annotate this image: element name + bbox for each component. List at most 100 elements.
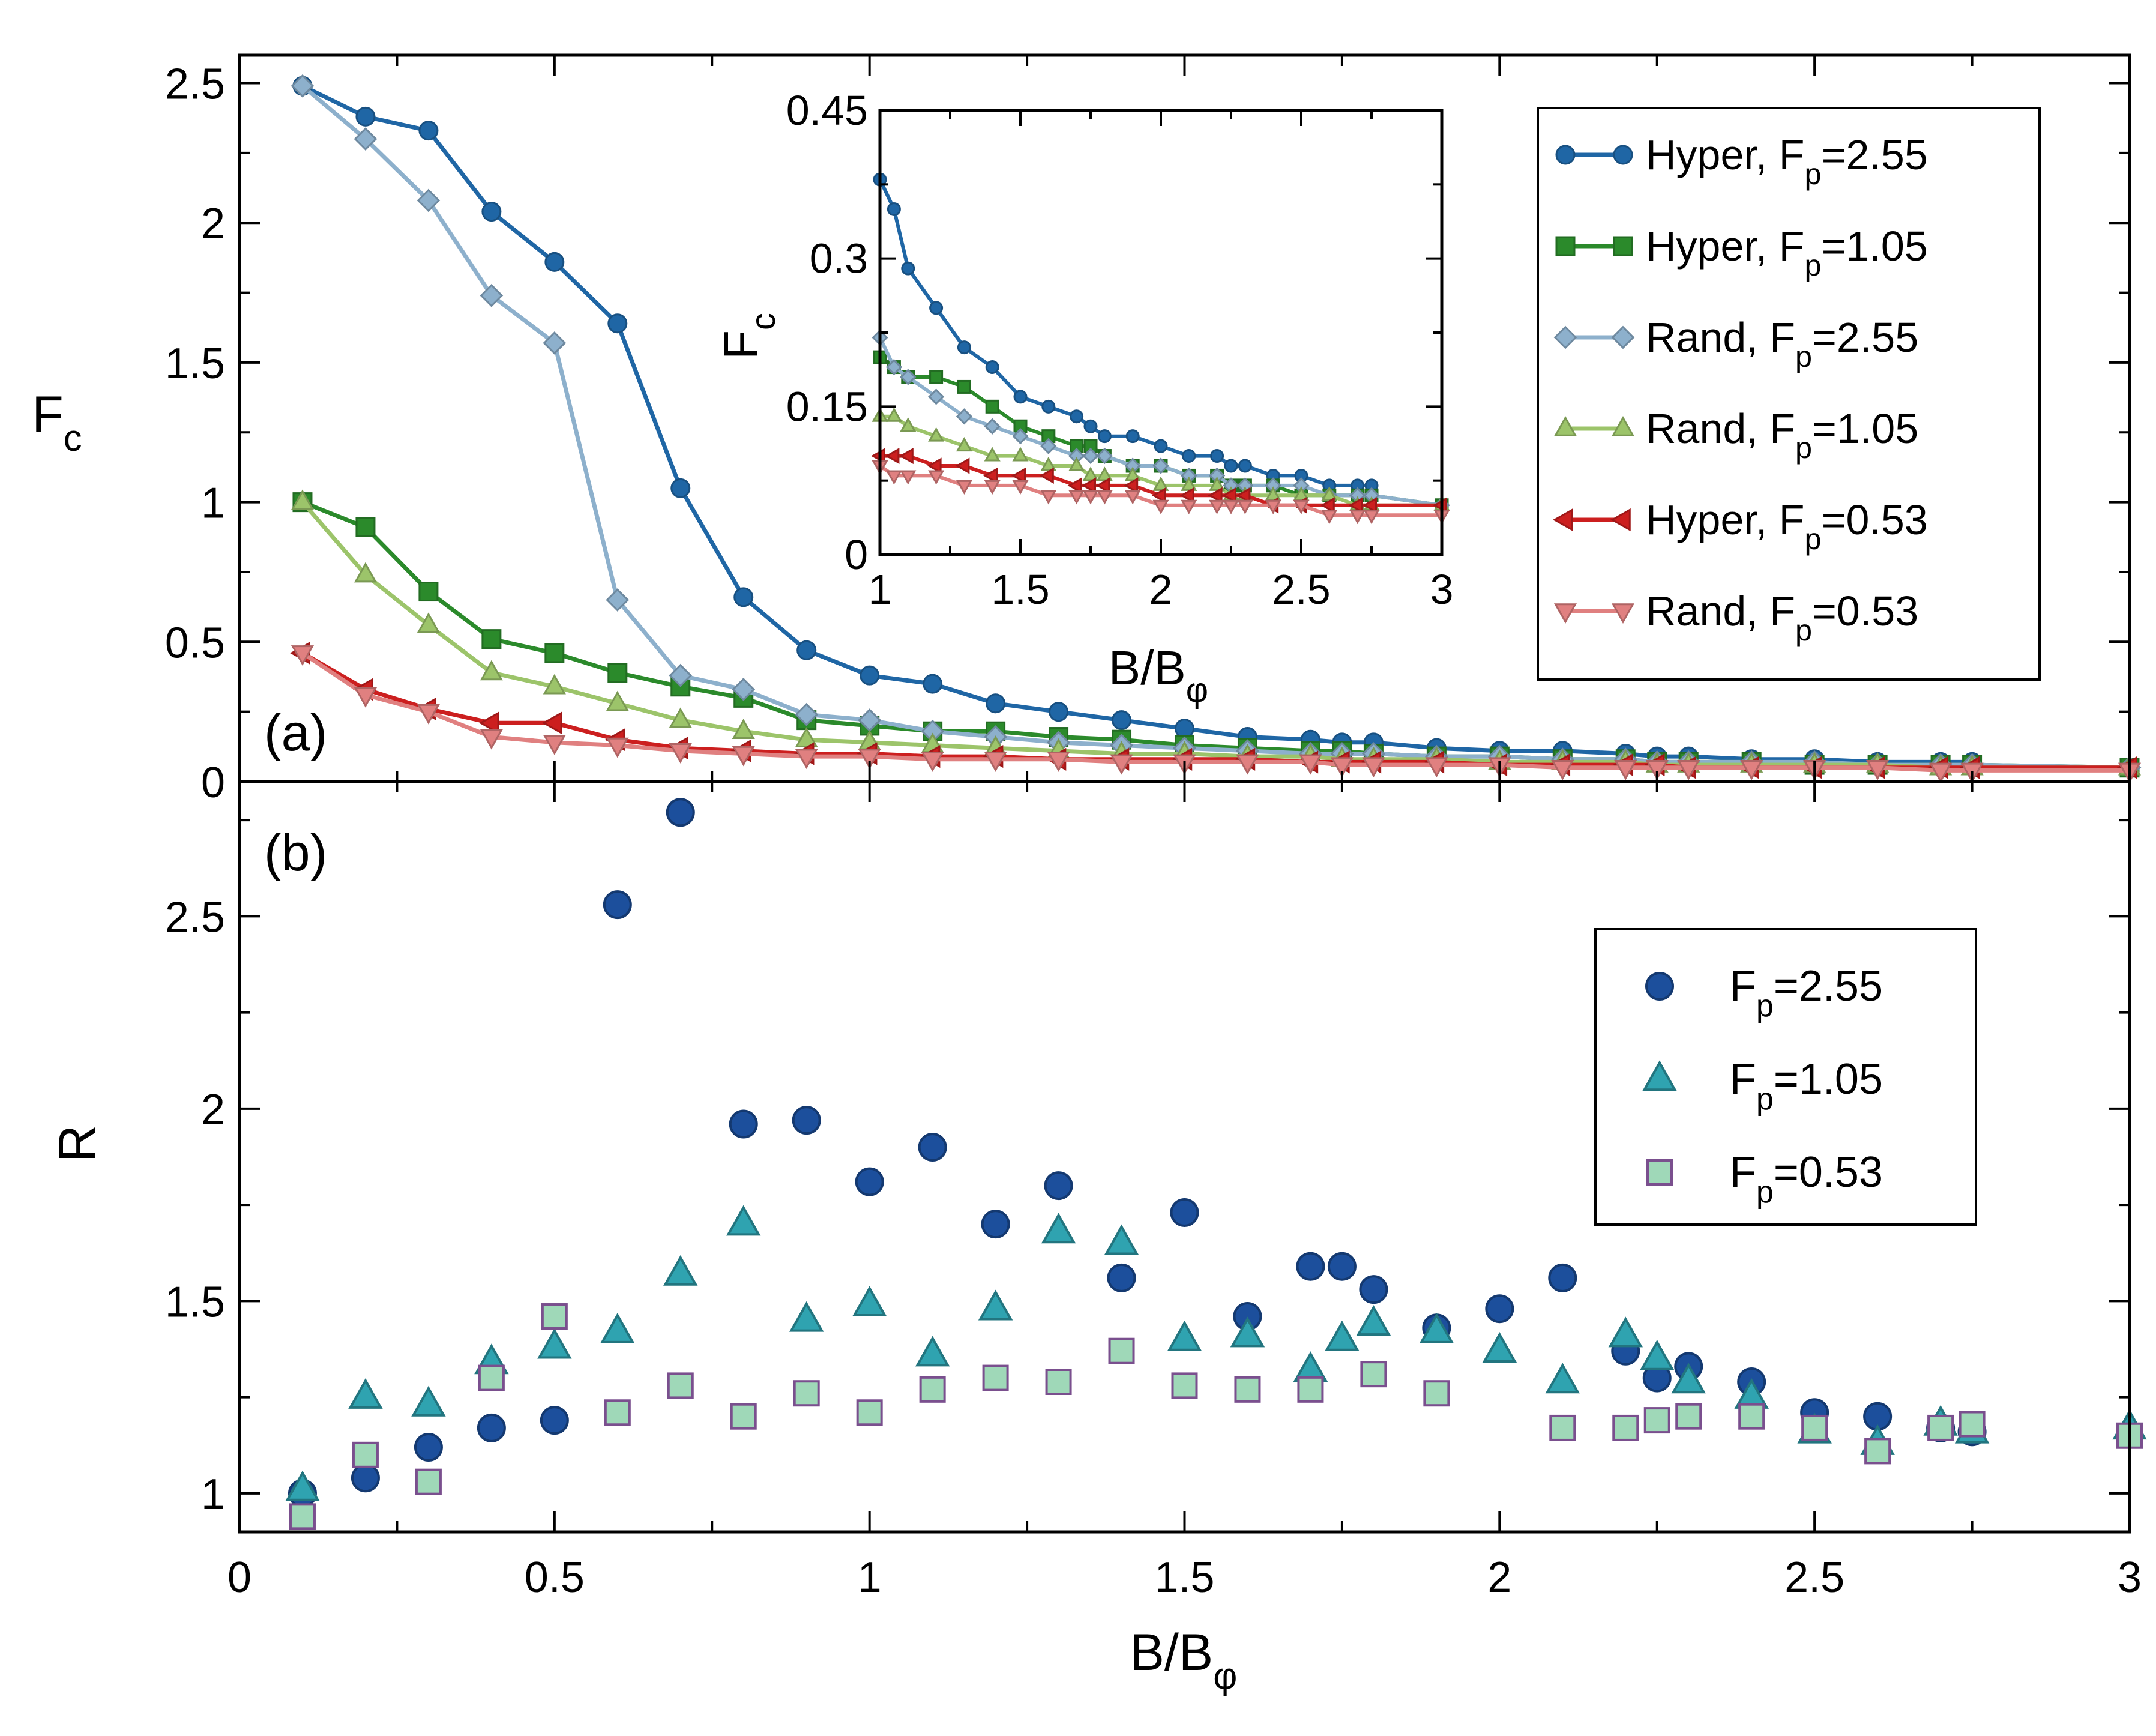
data-point	[729, 1109, 758, 1139]
data-point	[986, 693, 1006, 714]
panel-a-ticks	[238, 55, 2131, 783]
x-tick-label: 2.5	[1272, 566, 1330, 613]
data-point	[1293, 499, 1310, 514]
data-point	[291, 489, 315, 510]
inset-y-tick-labels: 0 0.15 0.3 0.45	[786, 87, 868, 578]
data-point	[667, 1372, 694, 1399]
data-point	[354, 127, 378, 151]
data-point	[480, 283, 504, 307]
data-point	[983, 467, 998, 484]
data-point	[792, 1106, 821, 1135]
panel-a-legend	[1537, 107, 2041, 681]
panel-b-x-axis-label-main: B/B	[1130, 1624, 1214, 1681]
y-tick-label: 1	[201, 480, 225, 528]
legend-label-main: Hyper, F	[1646, 496, 1805, 543]
legend-label-main: Rand, F	[1646, 588, 1795, 634]
data-point	[1223, 499, 1239, 514]
data-point	[1327, 1252, 1357, 1281]
data-point	[1082, 466, 1099, 481]
data-point	[1801, 1414, 1828, 1441]
legend-marker	[1646, 1159, 1673, 1186]
data-point	[957, 340, 971, 355]
inset-y-axis-label-sub: c	[744, 313, 783, 330]
x-tick-label: 1.5	[1154, 1554, 1214, 1602]
panel-a-label: (a)	[264, 704, 327, 762]
data-point	[928, 470, 945, 485]
data-point	[901, 261, 915, 276]
data-point	[352, 1441, 379, 1468]
data-point	[856, 1399, 883, 1426]
data-point	[733, 587, 754, 607]
data-point	[923, 674, 943, 694]
data-point	[921, 752, 944, 772]
data-point	[927, 388, 945, 405]
data-point	[670, 478, 691, 498]
data-point	[1083, 419, 1098, 433]
legend-label-sub: p	[1756, 988, 1774, 1023]
data-point	[1175, 719, 1194, 739]
data-point	[1012, 447, 1029, 462]
data-point	[604, 1399, 631, 1426]
data-point	[1167, 1320, 1202, 1351]
data-point	[732, 719, 755, 739]
legend-label-tail: =2.55	[1822, 131, 1928, 178]
data-point	[726, 1205, 761, 1236]
y-tick-label: 2.5	[165, 61, 225, 109]
data-point	[1182, 449, 1196, 463]
data-point	[1927, 1414, 1954, 1441]
data-point	[1049, 702, 1069, 722]
legend-marker	[1613, 145, 1633, 165]
legend-a-item: Hyper, Fp=1.05	[1555, 223, 1928, 282]
data-point	[291, 645, 315, 666]
legend-label: Rand, Fp=1.05	[1646, 405, 1918, 465]
data-point	[606, 588, 630, 612]
y-tick-label: 0.5	[165, 619, 225, 667]
data-point	[607, 313, 628, 334]
legend-label-tail: =1.05	[1822, 223, 1928, 270]
y-tick-label: 1.5	[165, 1278, 225, 1326]
legend-label: Hyper, Fp=2.55	[1646, 131, 1928, 191]
data-point	[1081, 477, 1096, 494]
data-point	[1125, 429, 1140, 444]
data-point	[795, 727, 818, 747]
x-tick-label: 1	[869, 566, 892, 613]
data-point	[478, 1364, 505, 1391]
legend-label-tail: =2.55	[1774, 962, 1883, 1010]
data-point	[929, 370, 944, 384]
data-point	[730, 1403, 757, 1430]
panel-a-y-axis-label: Fc	[32, 386, 82, 459]
data-point	[1675, 1403, 1702, 1430]
legend-label: Fp=2.55	[1730, 962, 1883, 1023]
data-point	[860, 665, 880, 686]
data-point	[1419, 1312, 1454, 1343]
data-point	[1671, 1363, 1706, 1394]
legend-label-tail: =0.53	[1822, 496, 1928, 543]
series-line	[301, 84, 1972, 764]
data-point	[1209, 499, 1226, 514]
data-point	[481, 629, 502, 649]
legend-label-main: F	[1730, 962, 1756, 1010]
data-point	[663, 1255, 698, 1286]
legend-a-item: Rand, Fp=0.53	[1553, 588, 1918, 647]
panel-b-series-2	[289, 1303, 2143, 1530]
inset-x-tick-labels: 1 1.5 2 2.5 3	[869, 566, 1454, 613]
data-point	[985, 399, 999, 414]
legend-label-sub: p	[1805, 522, 1822, 556]
data-point	[793, 1380, 820, 1407]
data-point	[1614, 759, 1637, 780]
panel-b-y-axis-label: R	[49, 1125, 106, 1162]
data-point	[1929, 762, 1953, 783]
data-point	[1360, 1361, 1387, 1388]
series-1-5	[872, 460, 1450, 525]
data-point	[348, 1378, 383, 1409]
data-point	[900, 369, 917, 385]
data-point	[1171, 1372, 1198, 1399]
data-point	[480, 729, 503, 750]
data-point	[915, 1336, 950, 1367]
inset-ticks	[879, 109, 1443, 556]
data-point	[1236, 754, 1259, 775]
legend-a-item: Hyper, Fp=2.55	[1555, 131, 1928, 191]
data-point	[885, 407, 902, 422]
data-point	[1234, 1376, 1261, 1403]
data-point	[1612, 1414, 1639, 1441]
